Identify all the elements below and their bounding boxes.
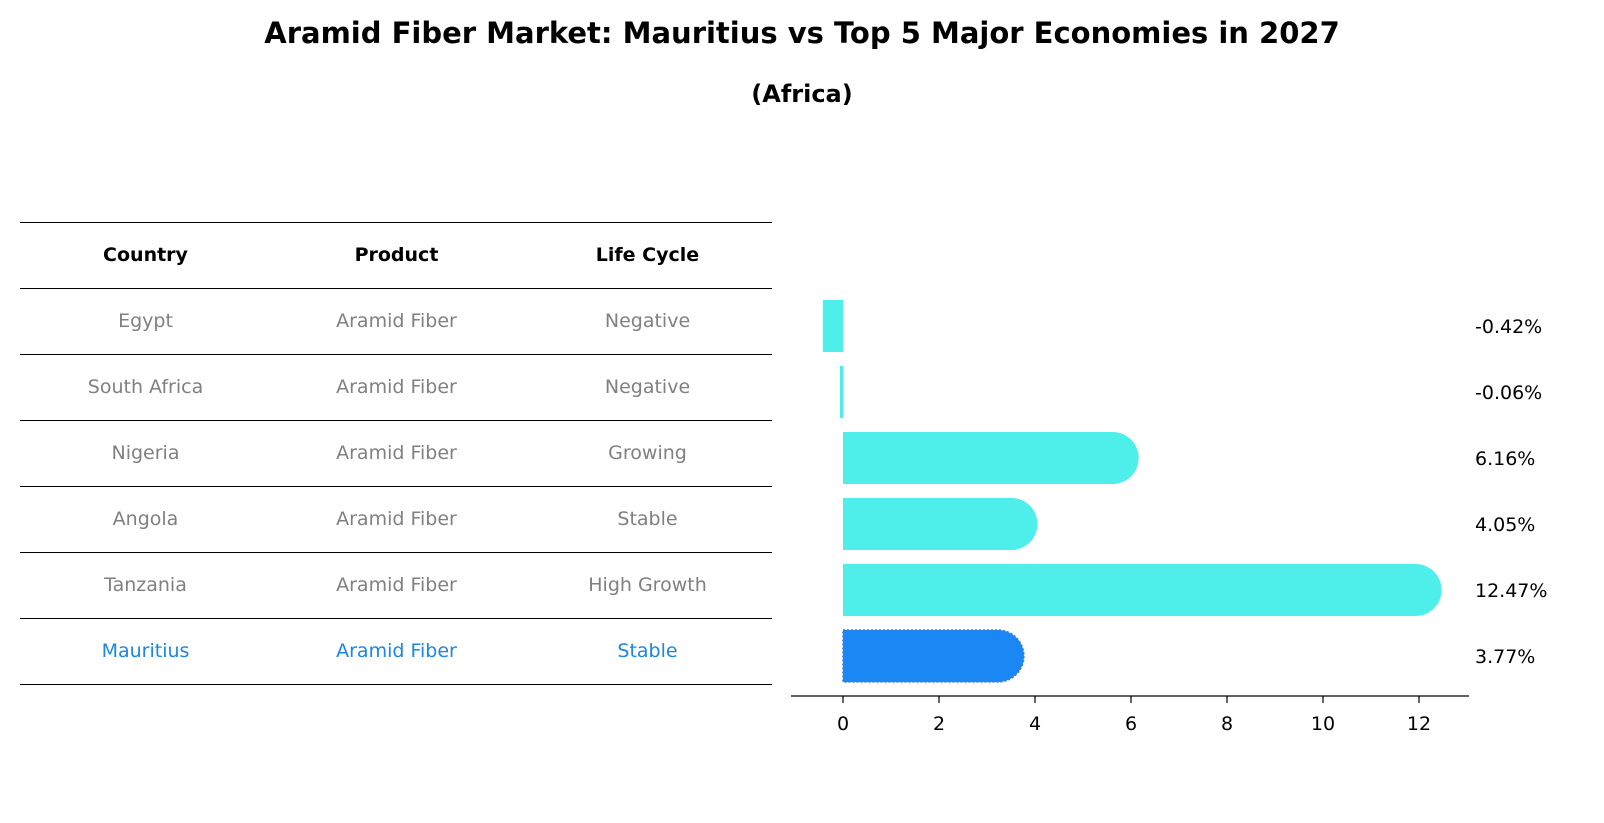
chart-subtitle: (Africa) [751, 80, 853, 108]
product-cell: Aramid Fiber [336, 442, 457, 464]
bar-egypt [822, 300, 843, 352]
product-cell: Aramid Fiber [336, 310, 457, 332]
life-cycle-cell: Negative [604, 310, 691, 332]
bar-angola [843, 498, 1038, 550]
life-cycle-cell: Stable [617, 508, 678, 530]
x-tick-label: 10 [1311, 713, 1335, 735]
table-row: Tanzania Aramid Fiber High Growth [20, 552, 772, 618]
country-cell: Mauritius [101, 640, 190, 662]
bar-value-label: 3.77% [1475, 646, 1535, 668]
country-cell: South Africa [87, 376, 204, 398]
x-tick-label: 12 [1407, 713, 1431, 735]
x-tick-label: 4 [1029, 713, 1041, 735]
table-rule [20, 684, 772, 685]
life-cycle-cell: Stable [617, 640, 678, 662]
header-life-cycle: Life Cycle [595, 244, 700, 266]
bar-value-label: -0.42% [1475, 316, 1542, 338]
x-tick-label: 2 [933, 713, 945, 735]
bar-south-africa [840, 366, 843, 418]
product-cell: Aramid Fiber [336, 508, 457, 530]
table-rule [20, 486, 772, 487]
product-cell: Aramid Fiber [336, 640, 457, 662]
bar-value-label: 6.16% [1475, 448, 1535, 470]
bar-mauritius [842, 629, 1025, 683]
table-row: Nigeria Aramid Fiber Growing [20, 420, 772, 486]
bar-value-label: 12.47% [1475, 580, 1547, 602]
table-rule [20, 420, 772, 421]
country-cell: Tanzania [104, 574, 187, 596]
x-tick-label: 0 [837, 713, 849, 735]
header-country: Country [103, 244, 188, 266]
bar-value-label: -0.06% [1475, 382, 1542, 404]
bar-value-label: 4.05% [1475, 514, 1535, 536]
table-row: Egypt Aramid Fiber Negative [20, 288, 772, 354]
table-row: South Africa Aramid Fiber Negative [20, 354, 772, 420]
product-cell: Aramid Fiber [336, 376, 457, 398]
header-product: Product [354, 244, 439, 266]
bar-tanzania [843, 564, 1442, 616]
life-cycle-cell: Negative [604, 376, 691, 398]
country-cell: Egypt [118, 310, 173, 332]
x-tick-label: 6 [1125, 713, 1137, 735]
country-cell: Angola [112, 508, 179, 530]
table-rule [20, 354, 772, 355]
table-row-highlighted: Mauritius Aramid Fiber Stable [20, 618, 772, 684]
life-cycle-cell: High Growth [588, 574, 707, 596]
table-rule [20, 552, 772, 553]
country-cell: Nigeria [111, 442, 180, 464]
table-rule [20, 618, 772, 619]
x-tick-label: 8 [1221, 713, 1233, 735]
life-cycle-cell: Growing [608, 442, 687, 464]
chart-title: Aramid Fiber Market: Mauritius vs Top 5 … [264, 16, 1340, 50]
table-rule [20, 288, 772, 289]
table-rule [20, 222, 772, 223]
product-cell: Aramid Fiber [336, 574, 457, 596]
table-row: Angola Aramid Fiber Stable [20, 486, 772, 552]
table-header-row: Country Product Life Cycle [20, 222, 772, 288]
bar-nigeria [843, 432, 1139, 484]
